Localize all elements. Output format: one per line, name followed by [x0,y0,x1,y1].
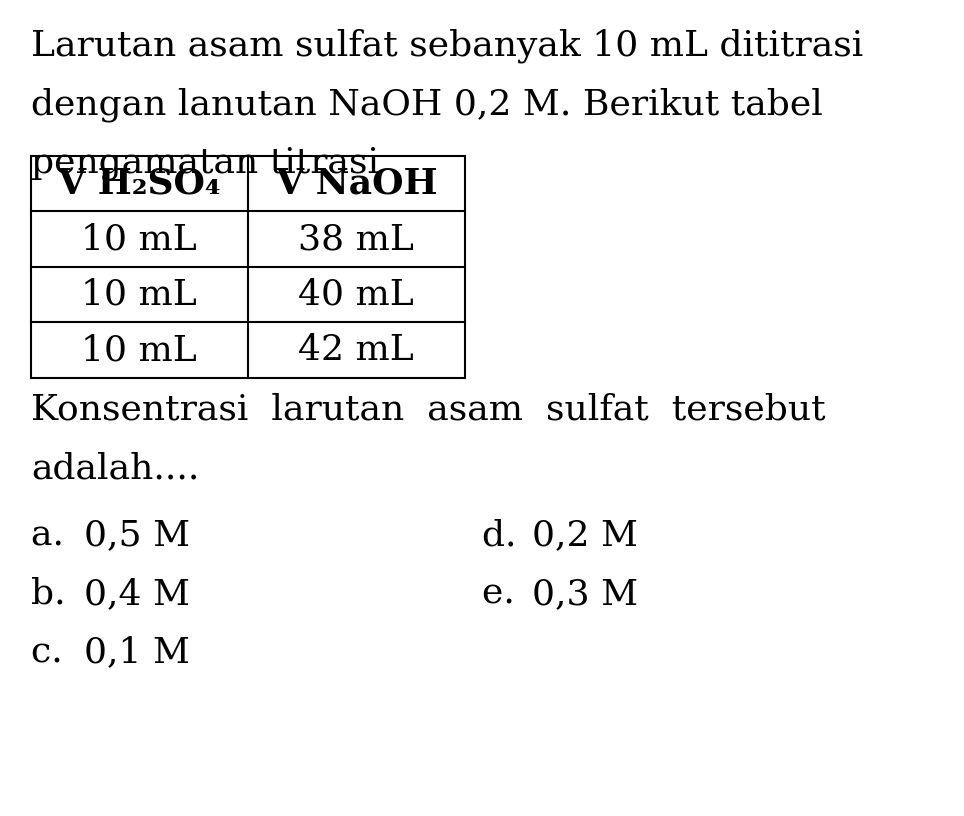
Text: 0,3 M: 0,3 M [532,577,638,611]
Text: 10 mL: 10 mL [81,222,198,256]
Text: V H₂SO₄: V H₂SO₄ [58,166,221,201]
Text: 38 mL: 38 mL [298,222,415,256]
Text: 0,1 M: 0,1 M [84,636,190,670]
Text: adalah....: adalah.... [31,451,200,486]
Text: 0,2 M: 0,2 M [532,518,638,552]
Text: 10 mL: 10 mL [81,333,198,367]
Text: 0,5 M: 0,5 M [84,518,190,552]
FancyBboxPatch shape [31,156,465,378]
Text: b.: b. [31,577,101,611]
Text: 0,4 M: 0,4 M [84,577,190,611]
Text: a.: a. [31,518,100,552]
Text: Larutan asam sulfat sebanyak 10 mL dititrasi: Larutan asam sulfat sebanyak 10 mL ditit… [31,29,863,63]
Text: pengamatan titrasi: pengamatan titrasi [31,146,379,180]
Text: V NaOH: V NaOH [275,166,438,201]
Text: c.: c. [31,636,98,670]
Text: Konsentrasi  larutan  asam  sulfat  tersebut: Konsentrasi larutan asam sulfat tersebut [31,392,825,427]
Text: e.: e. [482,577,551,611]
Text: d.: d. [482,518,552,552]
Text: dengan lanutan NaOH 0,2 M. Berikut tabel: dengan lanutan NaOH 0,2 M. Berikut tabel [31,87,822,122]
Text: 42 mL: 42 mL [298,333,415,367]
Text: 10 mL: 10 mL [81,277,198,312]
Text: 40 mL: 40 mL [298,277,415,312]
